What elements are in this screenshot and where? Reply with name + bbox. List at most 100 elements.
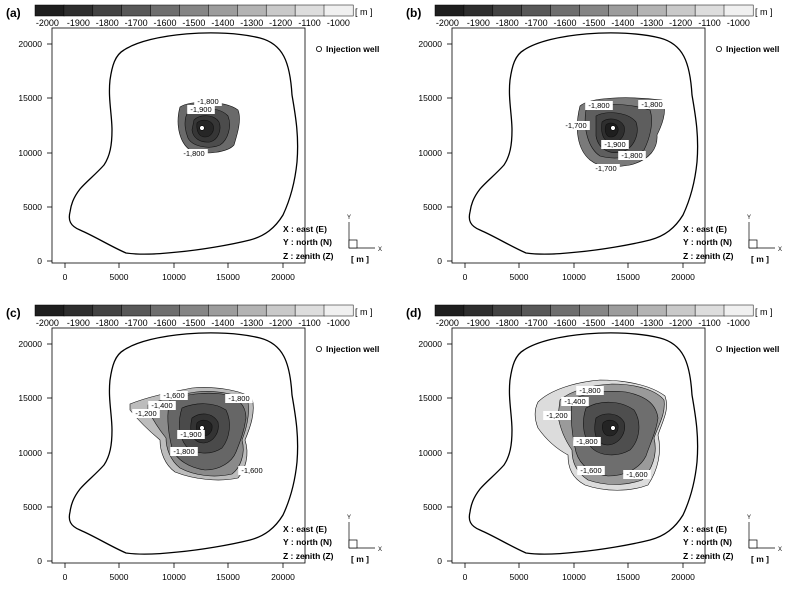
plume-contours (534, 379, 667, 491)
colorbar-label: -1200 (269, 318, 292, 328)
colorbar-swatch (463, 304, 494, 317)
contour-label: -1,200 (546, 411, 567, 420)
colorbar-swatch (579, 304, 609, 317)
colorbar-swatch (323, 4, 354, 17)
contour-label-bg (618, 151, 646, 160)
contour-label-bg (180, 149, 208, 158)
colorbar-unit: [ m ] (755, 307, 773, 317)
colorbar-swatch (179, 304, 209, 317)
y-tick-label: 0 (437, 256, 442, 266)
colorbar-label: -1100 (298, 18, 320, 28)
contour-label-bg (238, 466, 266, 475)
contour-label: -1,700 (565, 121, 586, 130)
panel-d: (d) -2000 -1900 -1800 -1700 -1600 -1500 -1400 -1… (406, 304, 782, 582)
colorbar-swatch (63, 304, 94, 317)
y-tick-label: 20000 (18, 339, 42, 349)
y-tick-label: 20000 (18, 39, 42, 49)
axis-note-z: Z : zenith (Z) (683, 251, 734, 261)
colorbar-label: -1800 (496, 18, 519, 28)
injection-well-legend: Injection well (726, 44, 779, 54)
axis-note-y: Y : north (N) (283, 237, 332, 247)
colorbar-label: -2000 (436, 318, 459, 328)
contour-label-bg (148, 401, 176, 410)
colorbar-swatch (521, 4, 552, 17)
colorbar-swatch (637, 4, 667, 17)
colorbar-swatch (694, 304, 725, 317)
y-tick-label: 20000 (418, 39, 442, 49)
y-tick-label: 5000 (23, 502, 42, 512)
colorbar-swatch (265, 304, 296, 317)
y-tick-label: 15000 (418, 93, 442, 103)
colorbar-swatch (463, 4, 494, 17)
x-tick-label: 5000 (110, 272, 129, 282)
contour-label: -1,800 (576, 437, 597, 446)
colorbar-label: -1500 (582, 18, 605, 28)
triad-unit: [ m ] (351, 254, 369, 264)
triad-unit: [ m ] (751, 554, 769, 564)
contour-label: -1,800 (183, 149, 204, 158)
colorbar-label: -1200 (269, 18, 292, 28)
contour-label: -1,900 (180, 430, 201, 439)
y-tick-label: 15000 (18, 393, 42, 403)
contour-label-bg (576, 386, 604, 395)
colorbar-label: -1100 (298, 318, 320, 328)
contour-label: -1,900 (604, 140, 625, 149)
x-tick-label: 20000 (271, 272, 295, 282)
colorbar: -2000 -1900 -1800 -1700 -1600 -1500 -1400 -1300… (434, 304, 773, 328)
colorbar-swatch (92, 4, 123, 17)
axis-note-z: Z : zenith (Z) (683, 551, 734, 561)
colorbar-swatch (723, 4, 754, 17)
contour-label: -1,900 (190, 105, 211, 114)
x-tick-label: 20000 (671, 272, 695, 282)
colorbar-label: -1300 (240, 18, 263, 28)
colorbar-swatch (665, 4, 696, 17)
colorbar-label: -1700 (525, 318, 548, 328)
triad-y-label: Y (347, 215, 351, 221)
y-tick-label: 10000 (18, 448, 42, 458)
contour-label: -1,800 (641, 100, 662, 109)
colorbar-label: -1700 (525, 18, 548, 28)
contour-label: -1,600 (580, 466, 601, 475)
triad-x-label: X (378, 547, 382, 553)
contour-label: -1,400 (151, 401, 172, 410)
colorbar-label: -1500 (182, 18, 205, 28)
y-tick-label: 20000 (418, 339, 442, 349)
colorbar-label: -1600 (554, 318, 577, 328)
colorbar-label: -1000 (327, 318, 350, 328)
triad-y-label: Y (347, 515, 351, 521)
injection-well-marker (199, 125, 205, 131)
axis-note-y: Y : north (N) (283, 537, 332, 547)
contour-label-bg (638, 100, 666, 109)
axis-note-z: Z : zenith (Z) (283, 251, 334, 261)
contour-label-bg (562, 121, 590, 130)
x-tick-label: 5000 (110, 572, 129, 582)
colorbar-swatch (665, 304, 696, 317)
contour-label-bg (177, 430, 205, 439)
colorbar-label: -1400 (211, 318, 234, 328)
colorbar-label: -1600 (154, 18, 177, 28)
panel-b: (b) -2000 -1900 -1800 -1700 -1600 -1500 -1400 -1… (406, 4, 782, 282)
colorbar-label: -1100 (698, 318, 720, 328)
axis-note-y: Y : north (N) (683, 537, 732, 547)
axis-note-x: X : east (E) (283, 524, 327, 534)
injection-well-marker (610, 425, 616, 431)
x-tick-label: 15000 (216, 572, 240, 582)
contour-label-bg (160, 391, 188, 400)
panel-letter: (d) (406, 306, 421, 320)
panel-letter: (a) (6, 6, 21, 20)
colorbar-swatch (434, 304, 465, 317)
colorbar-swatch (208, 304, 238, 317)
triad-x-label: X (778, 547, 782, 553)
colorbar-swatch (34, 4, 65, 17)
contour-label-bg (194, 97, 222, 106)
x-tick-label: 20000 (271, 572, 295, 582)
contour-label-bg (543, 411, 571, 420)
colorbar-unit: [ m ] (355, 7, 373, 17)
axis-note-x: X : east (E) (683, 224, 727, 234)
x-tick-label: 0 (463, 572, 468, 582)
y-tick-label: 0 (437, 556, 442, 566)
contour-label: -1,800 (173, 447, 194, 456)
x-tick-label: 10000 (562, 572, 586, 582)
injection-well-marker (610, 125, 616, 131)
